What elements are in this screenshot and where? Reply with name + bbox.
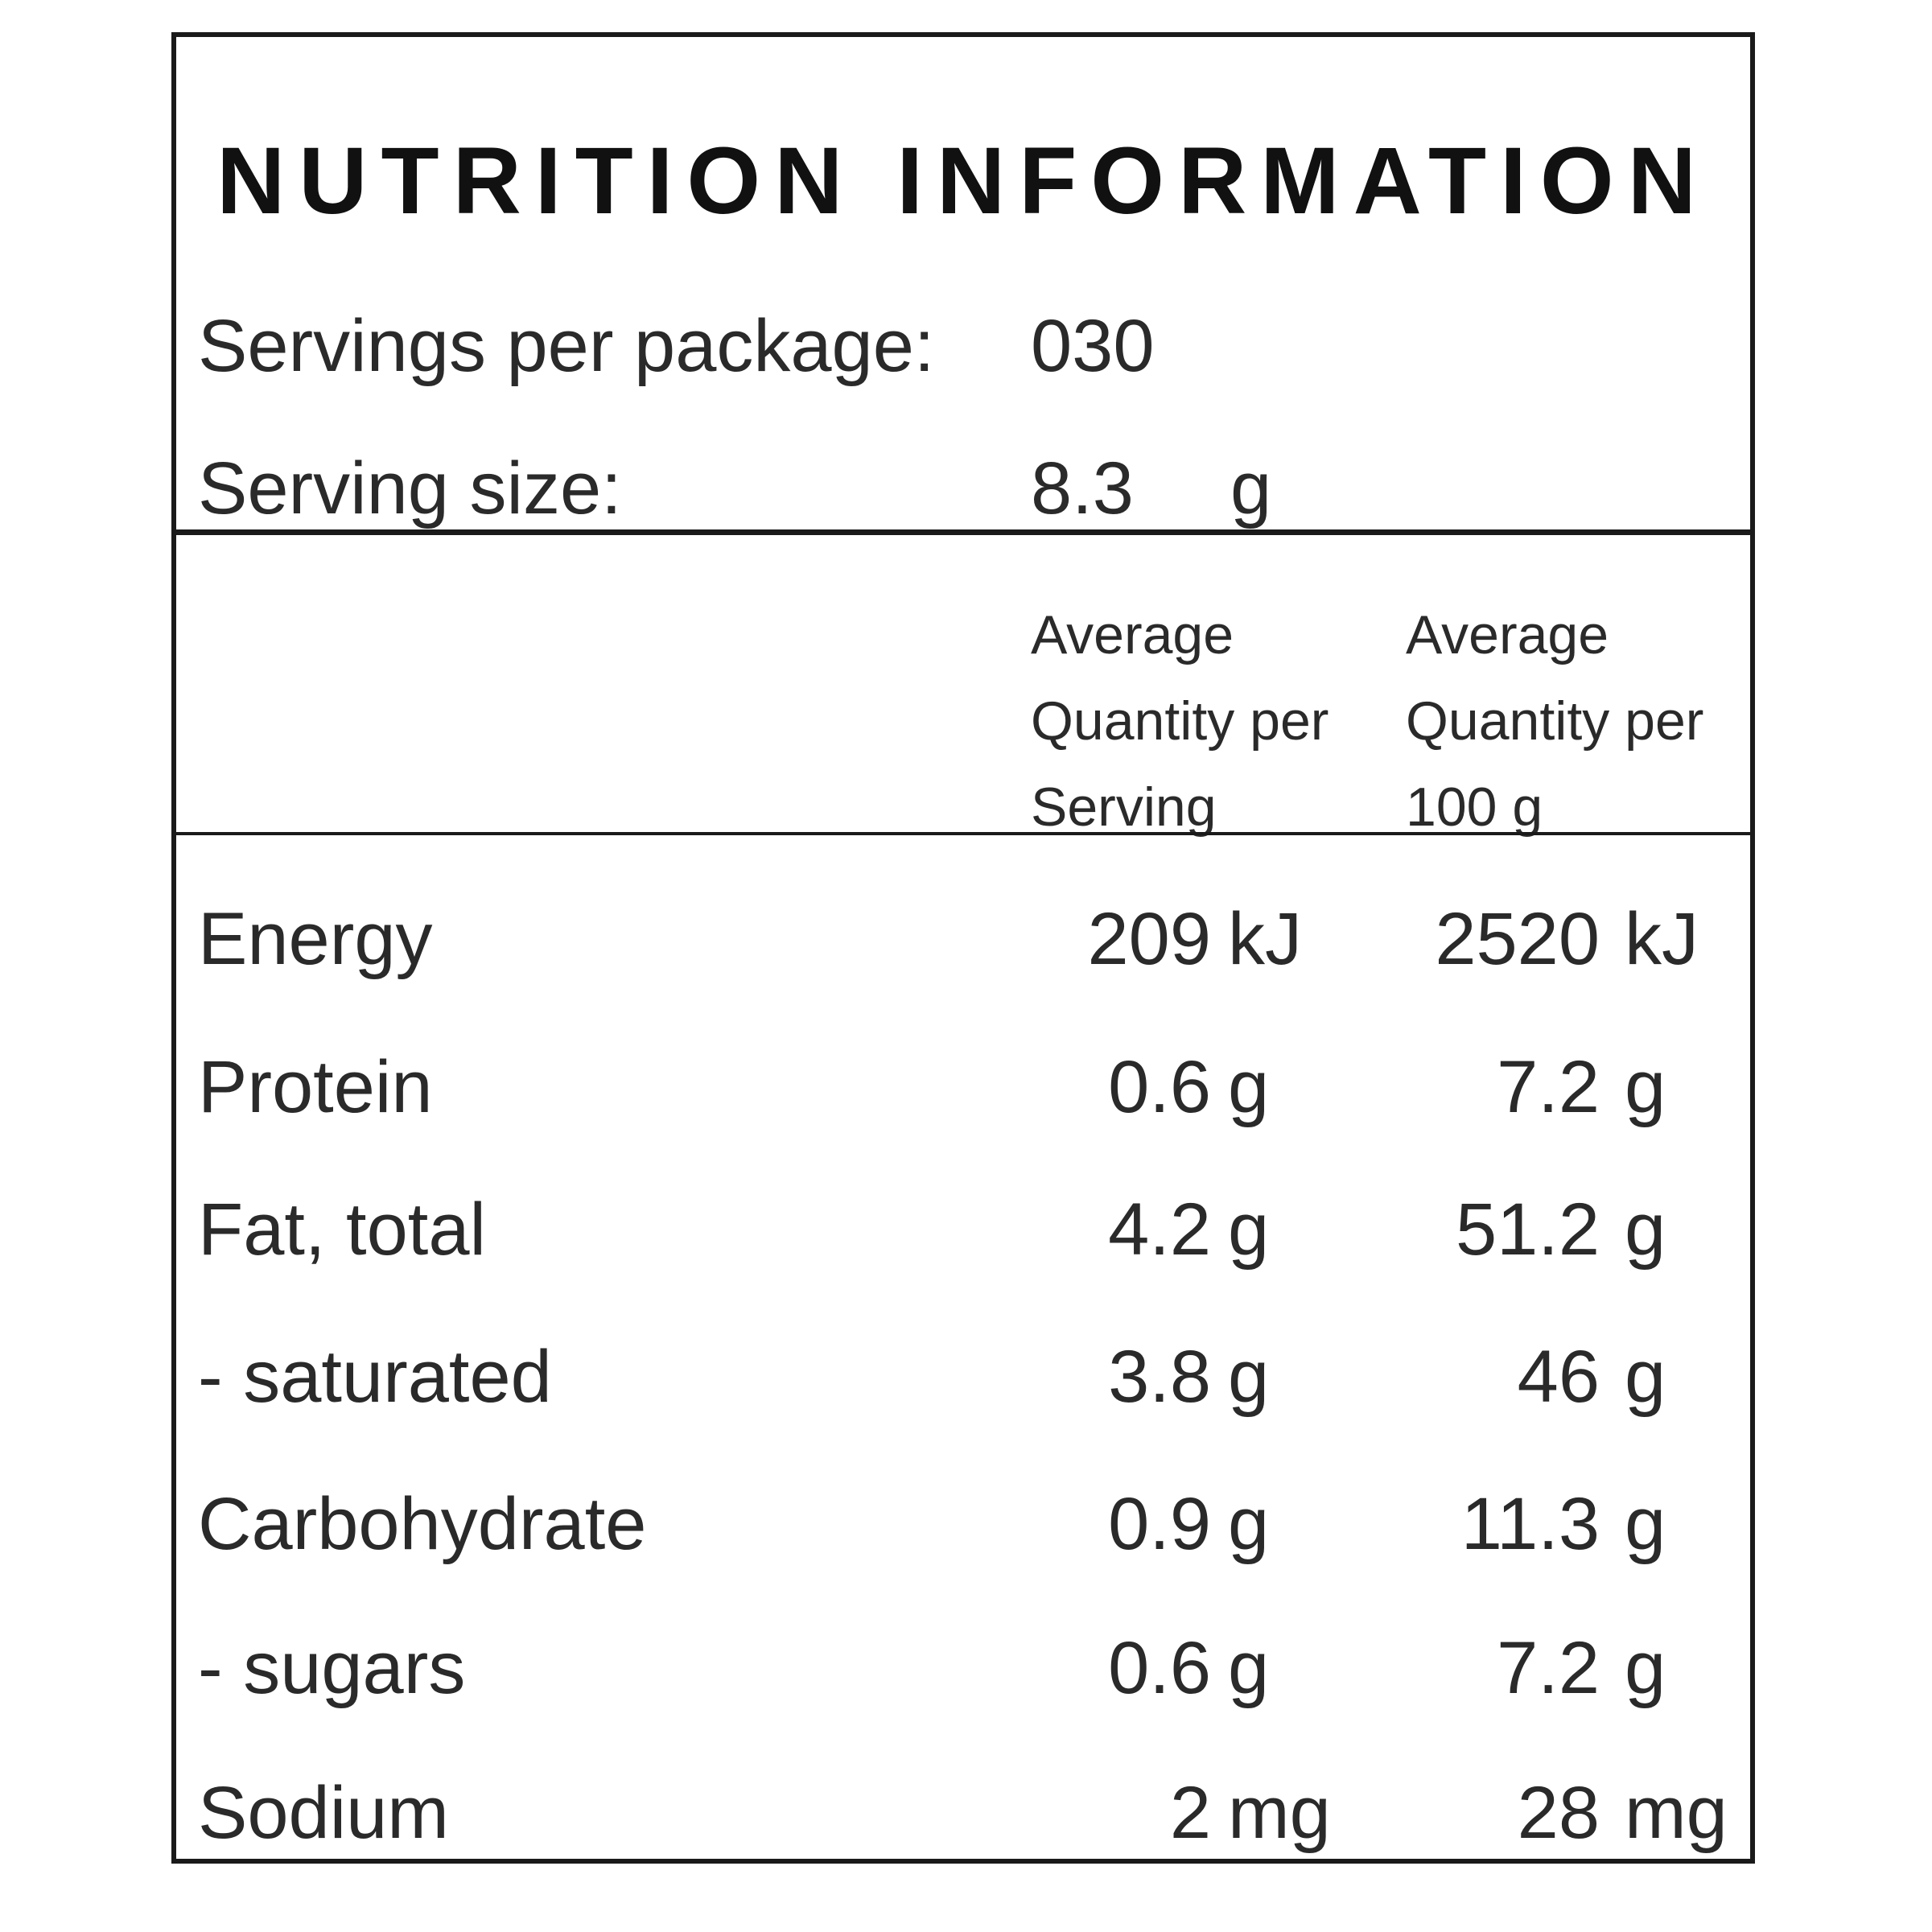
per-serving-value: 0.6: [1108, 1046, 1211, 1128]
column-header-per-100g: Average Quantity per 100 g: [1406, 592, 1703, 851]
per-serving-value: 2: [1169, 1772, 1211, 1854]
per-100g-value: 28: [1517, 1772, 1600, 1854]
serving-size-value: 8.3: [1031, 447, 1134, 529]
per-100g-unit: g: [1625, 1483, 1666, 1565]
per-100g-value: 46: [1517, 1336, 1600, 1418]
nutrient-name: - saturated: [198, 1336, 552, 1418]
nutrient-row-saturated: - saturated 3.8 g 46 g: [176, 1333, 1750, 1421]
header-divider: [176, 529, 1750, 535]
per-serving-value: 0.6: [1108, 1627, 1211, 1709]
column-header-line: Quantity per: [1406, 690, 1704, 752]
per-100g-unit: g: [1625, 1627, 1666, 1709]
per-100g-value: 51.2: [1455, 1188, 1600, 1271]
nutrient-name: Sodium: [198, 1772, 449, 1854]
per-100g-unit: g: [1625, 1336, 1666, 1418]
nutrient-row-fat-total: Fat, total 4.2 g 51.2 g: [176, 1185, 1750, 1274]
nutrition-panel: NUTRITION INFORMATION Servings per packa…: [171, 32, 1755, 1864]
column-header-line: Average: [1406, 604, 1609, 665]
per-serving-value: 209: [1087, 898, 1212, 980]
per-serving-value: 3.8: [1108, 1336, 1211, 1418]
nutrient-name: Protein: [198, 1046, 433, 1128]
nutrient-name: Energy: [198, 898, 433, 980]
nutrient-name: Carbohydrate: [198, 1483, 647, 1565]
column-divider: [176, 832, 1750, 835]
per-serving-value: 0.9: [1108, 1483, 1211, 1565]
per-100g-value: 7.2: [1497, 1627, 1600, 1709]
per-100g-unit: g: [1625, 1046, 1666, 1128]
column-header-line: 100 g: [1406, 777, 1543, 838]
servings-value: 030: [1031, 305, 1155, 387]
per-100g-unit: g: [1625, 1188, 1666, 1271]
per-100g-unit: kJ: [1625, 898, 1699, 980]
serving-size-label: Serving size:: [198, 447, 622, 529]
per-100g-value: 7.2: [1497, 1046, 1600, 1128]
per-serving-value: 4.2: [1108, 1188, 1211, 1271]
per-100g-value: 11.3: [1460, 1483, 1600, 1565]
per-serving-unit: g: [1228, 1627, 1270, 1709]
per-serving-unit: g: [1228, 1336, 1270, 1418]
column-header-line: Quantity per: [1031, 690, 1329, 752]
nutrient-row-sugars: - sugars 0.6 g 7.2 g: [176, 1624, 1750, 1712]
column-header-line: Serving: [1031, 777, 1217, 838]
per-100g-value: 2520: [1435, 898, 1600, 980]
nutrient-name: - sugars: [198, 1627, 466, 1709]
per-100g-unit: mg: [1625, 1772, 1728, 1854]
servings-label: Servings per package:: [198, 305, 935, 387]
nutrient-row-carbohydrate: Carbohydrate 0.9 g 11.3 g: [176, 1480, 1750, 1568]
per-serving-unit: g: [1228, 1046, 1270, 1128]
panel-title: NUTRITION INFORMATION: [216, 128, 1710, 234]
nutrient-name: Fat, total: [198, 1188, 486, 1271]
per-serving-unit: g: [1228, 1483, 1270, 1565]
nutrient-row-energy: Energy 209 kJ 2520 kJ: [176, 895, 1750, 983]
nutrient-row-protein: Protein 0.6 g 7.2 g: [176, 1043, 1750, 1131]
per-serving-unit: kJ: [1228, 898, 1302, 980]
nutrient-row-sodium: Sodium 2 mg 28 mg: [176, 1769, 1750, 1857]
column-header-line: Average: [1031, 604, 1234, 665]
serving-size-unit: g: [1230, 447, 1272, 529]
per-serving-unit: mg: [1228, 1772, 1331, 1854]
column-header-per-serving: Average Quantity per Serving: [1031, 592, 1329, 851]
per-serving-unit: g: [1228, 1188, 1270, 1271]
